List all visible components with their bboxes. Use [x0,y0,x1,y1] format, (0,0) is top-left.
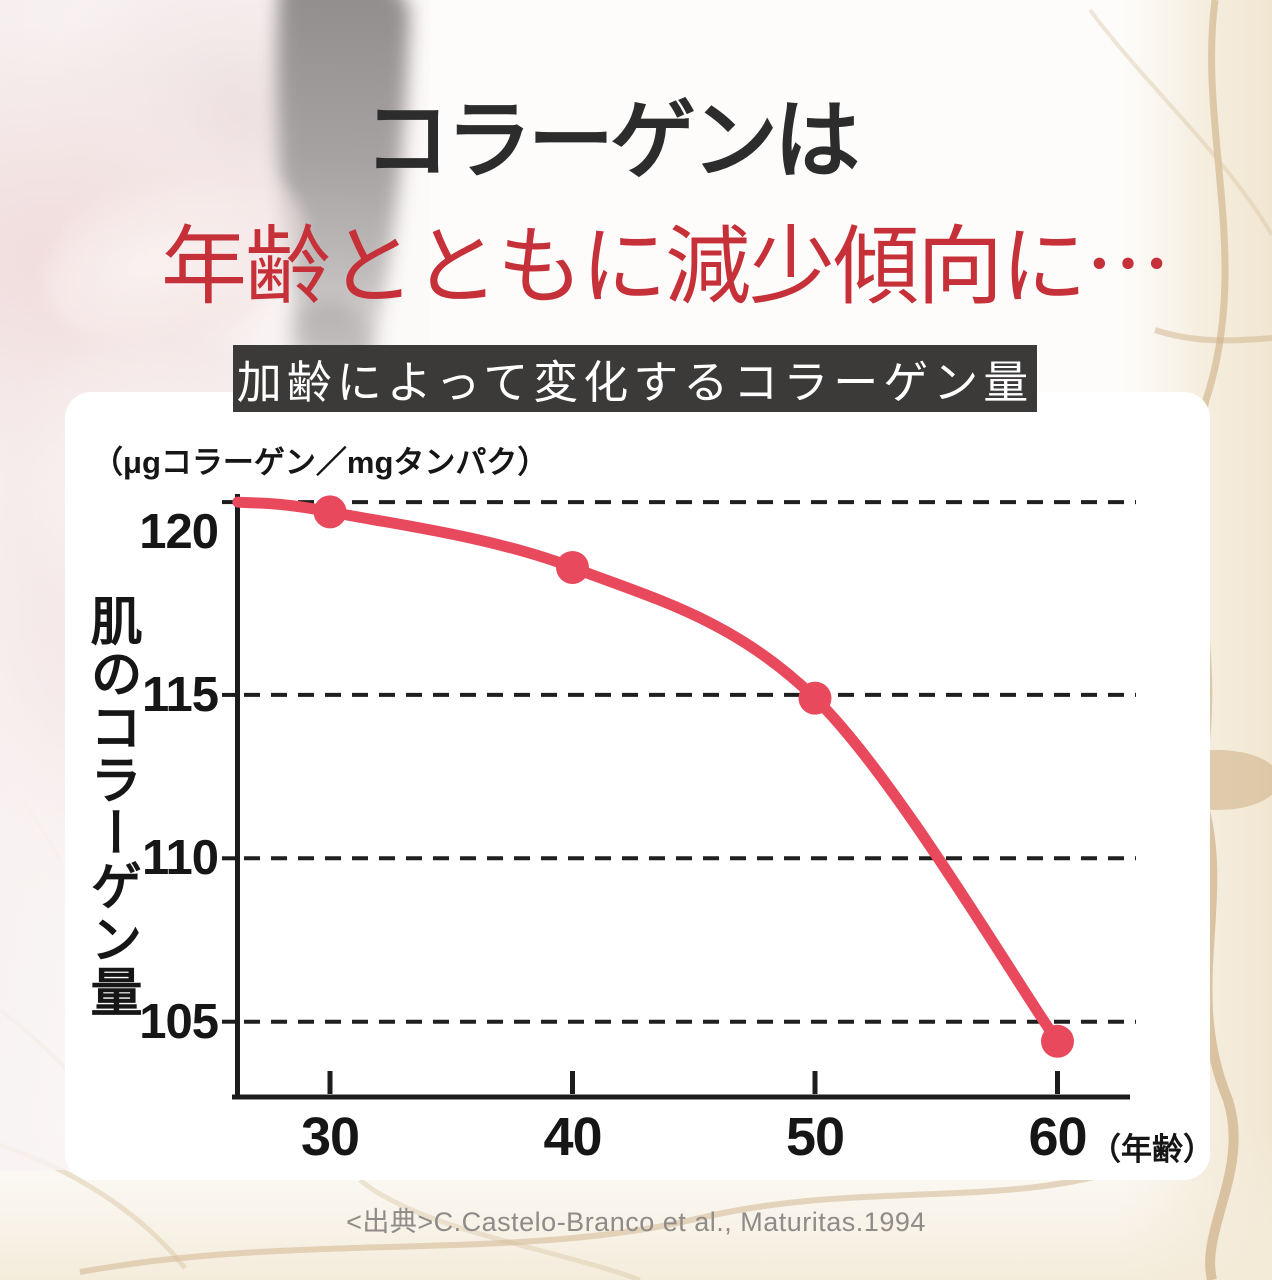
chart-title-banner: 加齢によって変化するコラーゲン量 [233,345,1037,412]
chart-panel [65,392,1210,1180]
y-axis-unit-label: （μgコラーゲン／mgタンパク） [92,445,549,480]
source-citation: <出典>C.Castelo-Branco et al., Maturitas.1… [346,1207,926,1237]
y-axis-label: 肌のコラーゲン量 [82,594,140,1018]
chart-title-text: 加齢によって変化するコラーゲン量 [236,358,1034,408]
subtitle-red: 年齢とともに減少傾向に⋯ [161,219,1171,315]
x-axis-unit-label: （年齢） [1090,1132,1214,1167]
main-title: コラーゲンは [364,93,860,189]
